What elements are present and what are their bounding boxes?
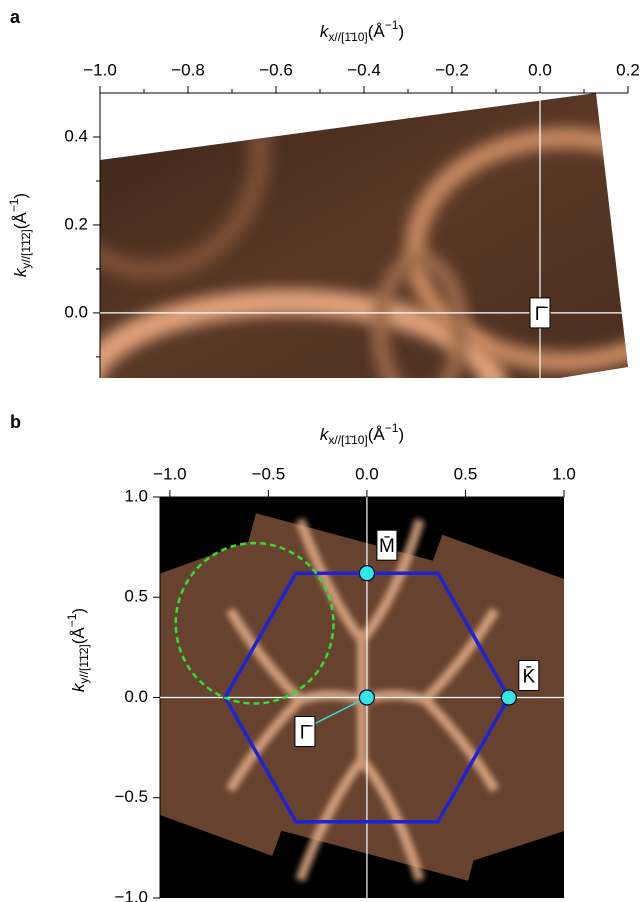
axis-power: −1	[385, 18, 399, 32]
axis-close: )	[11, 193, 30, 199]
axis-power: −1	[65, 613, 79, 627]
y-tick-label: −1.0	[114, 887, 148, 902]
symmetry-point	[359, 566, 374, 581]
panel-a-image	[40, 30, 643, 482]
axis-subscript: y//[1̄1̄2]	[19, 229, 33, 268]
x_label: kx//[1̄10](Å−1)	[320, 421, 404, 447]
y-tick-label: 1.0	[124, 486, 148, 505]
y_label: ky//[1̄1̄2](Å−1)	[65, 608, 91, 692]
symmetry-point	[501, 690, 516, 705]
y-tick-label: 0.2	[64, 214, 88, 233]
panel-label: b	[10, 412, 21, 432]
axis-subscript: x//[1̄10]	[328, 30, 367, 44]
axis-close: )	[398, 22, 404, 41]
symmetry-point	[359, 690, 374, 705]
axis-subscript: y//[1̄1̄2]	[77, 644, 91, 683]
panel-label: a	[10, 7, 21, 27]
axis-unit: (Å	[368, 22, 386, 41]
axis-power: −1	[385, 421, 399, 435]
figure: a b −1.0 −0.8 −0.6 −0.4 −0.2 0.0 0.2 0.0 0.2 0.4 k…	[0, 0, 643, 902]
point-label: K̄	[522, 667, 535, 688]
axis-unit: (Å	[11, 212, 30, 230]
x-tick-label: 0.2	[616, 60, 640, 79]
y-tick-label: 0.0	[64, 302, 88, 321]
x-tick-label: 0.0	[528, 60, 552, 79]
x-tick-label: −1.0	[153, 464, 187, 483]
x-tick-label: 0.0	[355, 464, 379, 483]
axis-subscript: x//[1̄10]	[328, 433, 367, 447]
axis-unit: (Å	[69, 627, 88, 645]
x-tick-label: −0.5	[252, 464, 286, 483]
x-tick-label: −1.0	[83, 60, 117, 79]
x-tick-label: −0.6	[259, 60, 293, 79]
x_label: kx//[1̄10](Å−1)	[320, 18, 404, 44]
x-tick-label: −0.2	[435, 60, 469, 79]
y-tick-label: 0.0	[124, 687, 148, 706]
axis-power: −1	[7, 198, 21, 212]
axis-unit: (Å	[368, 425, 386, 444]
y-tick-label: 0.5	[124, 587, 148, 606]
x-tick-label: −0.8	[171, 60, 205, 79]
point-label: M̄	[379, 536, 395, 557]
y_label: ky//[1̄1̄2](Å−1)	[7, 193, 33, 277]
x-tick-label: 0.5	[454, 464, 478, 483]
x-tick-label: 1.0	[552, 464, 576, 483]
x-tick-label: −0.4	[347, 60, 381, 79]
y-tick-label: −0.5	[114, 787, 148, 806]
y-tick-label: 0.4	[64, 126, 88, 145]
axis-close: )	[69, 608, 88, 614]
axis-close: )	[398, 425, 404, 444]
